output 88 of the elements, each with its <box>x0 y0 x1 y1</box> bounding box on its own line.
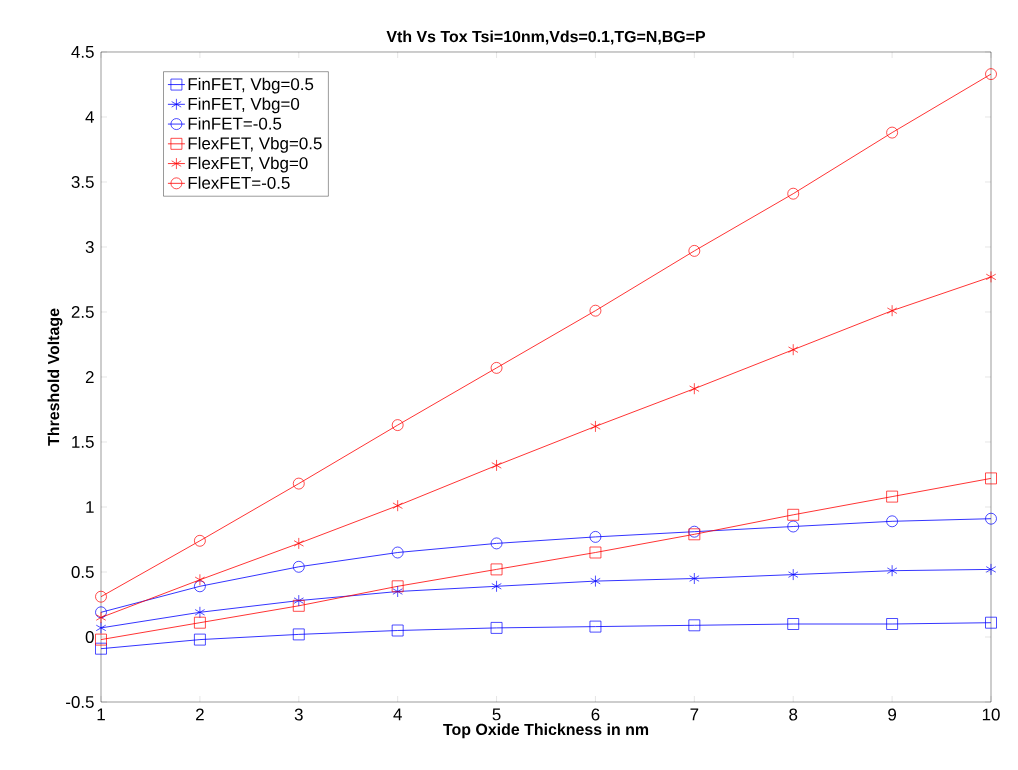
point <box>985 472 997 485</box>
point <box>292 560 305 573</box>
y-tick-label: 2.5 <box>71 306 94 318</box>
point <box>95 633 107 646</box>
legend-label: FinFET, Vbg=0.5 <box>188 77 314 94</box>
point <box>490 622 503 634</box>
chart-title: Vth Vs Tox Tsi=10nm,Vds=0.1,TG=N,BG=P <box>386 30 706 45</box>
point <box>293 594 304 607</box>
point <box>688 245 701 257</box>
point <box>491 459 502 472</box>
legend-label: FinFET=-0.5 <box>188 117 282 130</box>
point <box>689 572 700 585</box>
point <box>589 546 602 559</box>
x-tick-label: 6 <box>591 708 600 721</box>
y-axis-title: Threshold Voltage <box>47 308 63 446</box>
point <box>392 585 403 598</box>
x-tick-label: 2 <box>196 708 204 721</box>
x-tick-label: 3 <box>294 708 303 721</box>
legend-label: FlexFET=-0.5 <box>188 176 290 189</box>
point <box>391 546 404 559</box>
point <box>490 537 503 550</box>
y-tick-label: 3.5 <box>71 176 94 188</box>
point <box>292 628 305 641</box>
y-tick-label: -0.5 <box>66 696 94 708</box>
point <box>194 580 206 593</box>
x-tick-label: 5 <box>492 708 501 721</box>
x-tick-label: 10 <box>982 708 1000 721</box>
point <box>787 508 800 521</box>
point <box>590 420 601 433</box>
point <box>590 575 601 587</box>
point <box>194 534 206 547</box>
legend-label: FlexFET, Vbg=0.5 <box>188 136 322 153</box>
point <box>985 512 997 525</box>
point <box>95 622 107 634</box>
point <box>985 616 997 629</box>
point <box>787 520 800 533</box>
point <box>887 564 898 577</box>
point <box>887 304 898 317</box>
point <box>589 531 602 543</box>
point <box>589 620 602 633</box>
point <box>490 563 503 576</box>
point <box>589 304 602 317</box>
point <box>292 599 305 612</box>
x-tick-label: 4 <box>393 708 402 721</box>
x-axis-title: Top Oxide Thickness in nm <box>443 723 649 739</box>
y-tick-label: 4.5 <box>71 46 94 58</box>
point <box>194 633 206 646</box>
x-tick-label: 7 <box>690 708 699 721</box>
point <box>292 477 305 490</box>
point <box>985 271 997 283</box>
point <box>787 187 800 200</box>
y-tick-label: 4 <box>85 111 94 123</box>
y-tick-label: 0.5 <box>71 566 94 578</box>
point <box>985 563 997 576</box>
point <box>194 616 206 629</box>
point <box>293 537 304 550</box>
y-tick-label: 1.5 <box>72 436 94 448</box>
point <box>95 611 107 624</box>
point <box>391 624 404 637</box>
legend-label: FinFET, Vbg=0 <box>188 97 300 114</box>
point <box>886 126 898 139</box>
point <box>886 515 898 528</box>
x-tick-label: 8 <box>789 708 798 721</box>
y-tick-label: 0 <box>85 631 94 643</box>
x-tick-label: 1 <box>97 708 105 721</box>
y-tick-label: 2 <box>85 371 94 383</box>
y-tick-label: 1 <box>86 501 94 513</box>
point <box>194 606 205 619</box>
point <box>194 573 205 586</box>
point <box>886 490 898 503</box>
point <box>787 618 800 630</box>
point <box>391 580 404 593</box>
point <box>95 642 107 655</box>
point <box>392 499 403 512</box>
legend-label: FlexFET, Vbg=0 <box>188 156 308 173</box>
point <box>95 590 107 603</box>
point <box>490 362 503 374</box>
point <box>788 343 799 356</box>
point <box>391 419 404 431</box>
point <box>95 606 107 619</box>
point <box>886 618 898 630</box>
point <box>985 68 997 80</box>
y-tick-label: 3 <box>85 241 94 253</box>
x-tick-label: 9 <box>888 708 897 721</box>
point <box>689 382 700 395</box>
point <box>688 619 701 632</box>
point <box>788 568 799 581</box>
point <box>491 580 502 593</box>
